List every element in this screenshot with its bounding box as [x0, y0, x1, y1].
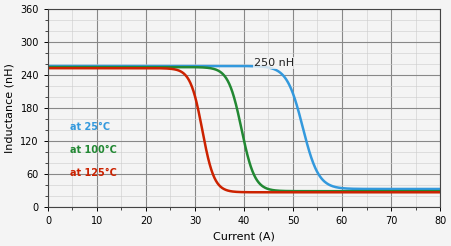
Text: at 100°C: at 100°C: [69, 145, 116, 155]
Text: at 125°C: at 125°C: [69, 168, 116, 178]
Text: at 25°C: at 25°C: [69, 123, 110, 133]
X-axis label: Current (A): Current (A): [213, 231, 275, 241]
Text: 250 nH: 250 nH: [254, 58, 294, 68]
Y-axis label: Inductance (nH): Inductance (nH): [5, 63, 15, 153]
